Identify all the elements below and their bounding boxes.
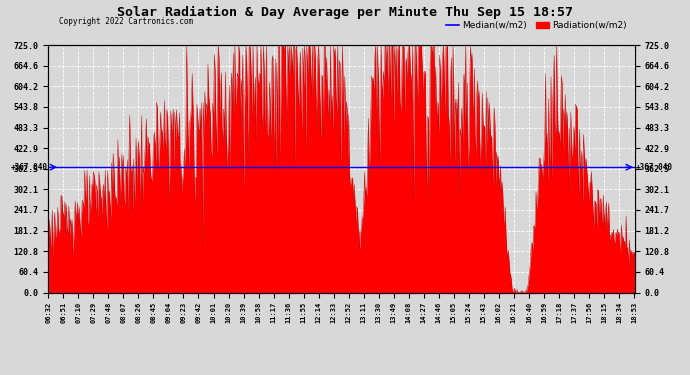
Text: +367.040: +367.040: [635, 163, 672, 172]
Text: +367.040: +367.040: [11, 163, 48, 172]
Text: Copyright 2022 Cartronics.com: Copyright 2022 Cartronics.com: [59, 17, 193, 26]
Legend: Median(w/m2), Radiation(w/m2): Median(w/m2), Radiation(w/m2): [442, 17, 630, 33]
Text: Solar Radiation & Day Average per Minute Thu Sep 15 18:57: Solar Radiation & Day Average per Minute…: [117, 6, 573, 19]
